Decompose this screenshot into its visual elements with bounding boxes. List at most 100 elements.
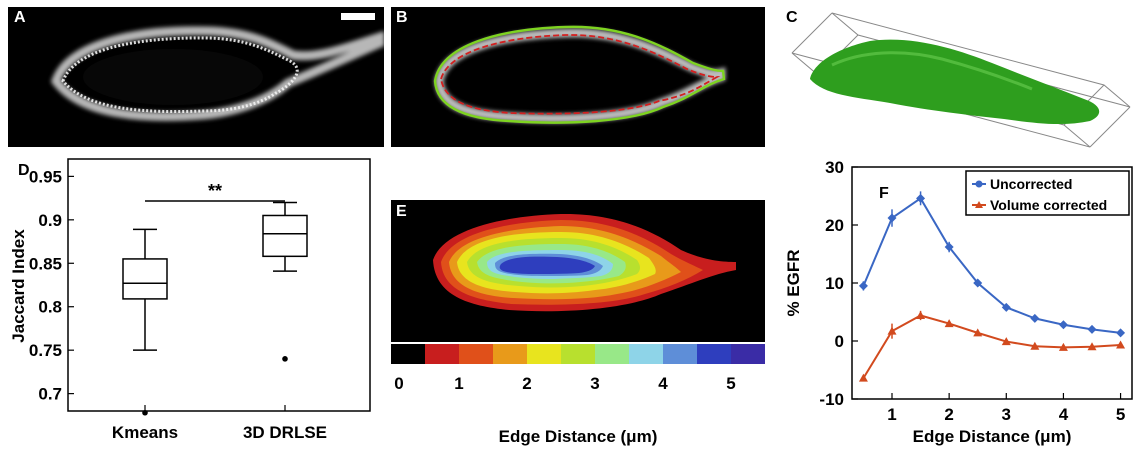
colorbar-tick-label: 5 xyxy=(726,374,735,393)
panel-c-3d-render: C xyxy=(772,7,1134,152)
colorbar-segment xyxy=(493,344,528,364)
colorbar-segment xyxy=(425,344,460,364)
data-point xyxy=(1001,337,1011,346)
membrane-speckle xyxy=(61,36,299,114)
y-axis-label: % EGFR xyxy=(784,249,803,316)
colorbar-segment xyxy=(527,344,562,364)
data-point xyxy=(887,213,897,223)
panel-f-linechart: F % EGFR Edge Distance (μm) -10 0 10 20 30 1… xyxy=(772,155,1139,451)
y-tick-label: 0.95 xyxy=(29,167,62,186)
x-tick-label: 5 xyxy=(1116,405,1125,424)
heatmap-image xyxy=(433,213,736,312)
data-point xyxy=(1058,320,1068,330)
colorbar-segment xyxy=(629,344,664,364)
x-tick-label: 3D DRLSE xyxy=(243,423,327,442)
colorbar-segment xyxy=(697,344,732,364)
y-tick-label: 0 xyxy=(835,332,844,351)
y-tick-label: 20 xyxy=(825,216,844,235)
x-tick-label: 3 xyxy=(1002,405,1011,424)
legend-marker-corrected xyxy=(975,201,983,208)
scale-bar xyxy=(341,13,375,20)
legend-label-corrected: Volume corrected xyxy=(990,197,1107,213)
x-axis-label: Edge Distance (μm) xyxy=(499,427,658,446)
panel-label-a: A xyxy=(14,9,26,26)
panel-label-c: C xyxy=(786,9,798,26)
series-line xyxy=(862,196,1121,334)
colorbar-axis: 0 1 2 3 4 5 Edge Distance (μm) xyxy=(391,344,765,446)
y-tick-label: 0.85 xyxy=(29,254,62,273)
legend: Uncorrected Volume corrected xyxy=(965,170,1130,216)
outlier-point xyxy=(282,356,288,362)
contour-green xyxy=(433,25,726,124)
panel-c-render xyxy=(791,12,1131,148)
significance-marker: ** xyxy=(208,181,222,201)
panel-d-boxplot: D Jaccard Index 0.7 0.75 0.8 0.85 0.9 0.95 Km… xyxy=(0,155,380,451)
panel-d-chart: D Jaccard Index 0.7 0.75 0.8 0.85 0.9 0.95 Km… xyxy=(9,158,371,442)
data-point xyxy=(916,193,926,203)
data-point xyxy=(1087,324,1097,334)
y-tick-label: 0.7 xyxy=(38,385,62,404)
series-line xyxy=(862,314,1121,379)
membrane-glow xyxy=(434,28,726,123)
data-point xyxy=(944,319,954,328)
colorbar-tick-label: 0 xyxy=(394,374,403,393)
y-tick-label: 0.9 xyxy=(38,211,62,230)
y-tick-label: -10 xyxy=(819,390,844,409)
panel-label-f: F xyxy=(879,185,889,202)
data-point xyxy=(973,278,983,288)
data-point xyxy=(887,326,897,335)
panel-a-cell-image xyxy=(50,13,384,121)
x-tick-label: 4 xyxy=(1059,405,1069,424)
data-point xyxy=(1001,302,1011,312)
y-tick-label: 0.75 xyxy=(29,341,62,360)
x-tick-label: Kmeans xyxy=(112,423,178,442)
surface-highlight xyxy=(831,51,1033,91)
box-iqr xyxy=(262,214,308,258)
data-point xyxy=(944,242,954,252)
data-point xyxy=(1058,342,1068,351)
plot-frame xyxy=(67,158,371,412)
colorbar-segment xyxy=(731,344,765,364)
y-tick-label: 0.8 xyxy=(38,298,62,317)
legend-label-uncorrected: Uncorrected xyxy=(990,176,1072,192)
x-tick-label: 2 xyxy=(944,405,953,424)
x-tick-label: 1 xyxy=(887,405,896,424)
y-tick-label: 30 xyxy=(825,158,844,177)
data-point xyxy=(916,310,926,319)
data-point xyxy=(973,328,983,337)
membrane-outer-glow xyxy=(50,26,384,121)
panel-b-micrograph: B xyxy=(391,7,765,147)
contour-level-9 xyxy=(499,256,595,274)
box-iqr xyxy=(122,258,168,300)
panel-label-d: D xyxy=(18,162,30,179)
colorbar-segment xyxy=(459,344,494,364)
x-axis-label: Edge Distance (μm) xyxy=(913,427,1072,446)
legend-marker-uncorrected xyxy=(975,180,983,188)
cytoplasm-dark xyxy=(83,49,263,105)
colorbar-tick-label: 4 xyxy=(658,374,668,393)
data-point xyxy=(1116,328,1126,338)
outlier-point xyxy=(142,409,148,416)
data-point xyxy=(858,281,868,291)
panel-label-e: E xyxy=(396,203,407,220)
colorbar-segment xyxy=(663,344,698,364)
y-tick-label: 10 xyxy=(825,274,844,293)
panel-a-micrograph: A xyxy=(8,7,384,147)
data-point xyxy=(1087,342,1097,351)
panel-label-b: B xyxy=(396,9,408,26)
cell-surface xyxy=(810,39,1100,125)
data-point xyxy=(858,373,868,382)
panel-b-cell-image xyxy=(433,25,726,124)
colorbar-tick-label: 2 xyxy=(522,374,531,393)
edge-distance-map xyxy=(391,200,765,342)
legend-box xyxy=(965,170,1130,216)
contour-red xyxy=(440,34,721,115)
data-point xyxy=(1030,313,1040,323)
colorbar-tick-label: 3 xyxy=(590,374,599,393)
y-axis-label: Jaccard Index xyxy=(9,229,28,343)
colorbar-segment xyxy=(595,344,630,364)
colorbar-segment xyxy=(561,344,596,364)
colorbar-segment xyxy=(391,344,426,364)
colorbar-tick-label: 1 xyxy=(454,374,463,393)
data-point xyxy=(1030,341,1040,350)
